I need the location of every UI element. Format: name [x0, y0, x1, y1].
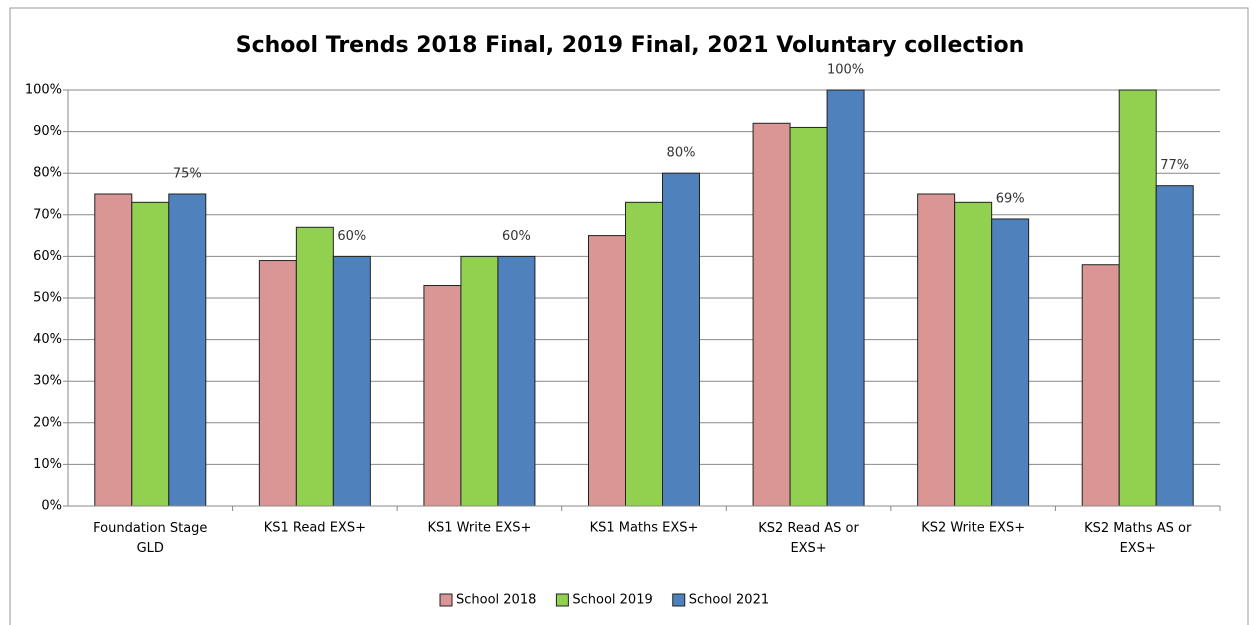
legend-swatch: [672, 593, 686, 607]
bar: [258, 260, 297, 507]
bar: [1155, 185, 1194, 507]
x-tick-label: KS2 Write EXS+: [921, 521, 1025, 536]
bar: [295, 226, 334, 507]
bar: [131, 201, 170, 507]
y-tick-label: 0%: [41, 499, 62, 514]
y-tick-label: 10%: [33, 457, 62, 472]
bar: [168, 193, 207, 507]
bar: [1118, 89, 1157, 507]
bar: [662, 172, 700, 507]
y-tick-label: 90%: [33, 124, 62, 139]
bar: [94, 193, 133, 507]
bar: [1081, 264, 1120, 507]
legend-label: School 2021: [689, 593, 769, 608]
x-tick-label: KS2 Read AS or EXS+: [758, 521, 859, 556]
legend-label: School 2018: [456, 593, 536, 608]
y-tick-label: 20%: [33, 415, 62, 430]
bar: [625, 201, 663, 507]
y-tick-label: 80%: [33, 166, 62, 181]
data-label: 75%: [173, 167, 202, 182]
data-label: 69%: [996, 191, 1025, 206]
bar: [460, 255, 499, 507]
y-tick-label: 50%: [33, 291, 62, 306]
data-label: 80%: [667, 146, 696, 161]
legend-swatch: [555, 593, 569, 607]
data-label: 77%: [1160, 158, 1189, 173]
x-tick-label: KS1 Maths EXS+: [590, 521, 699, 536]
x-tick-label: KS2 Maths AS or EXS+: [1084, 521, 1192, 556]
x-tick-label: Foundation Stage GLD: [93, 521, 207, 556]
chart-title: School Trends 2018 Final, 2019 Final, 20…: [236, 33, 1025, 58]
bar: [332, 255, 371, 507]
x-tick-label: KS1 Read EXS+: [264, 521, 366, 536]
y-tick-label: 40%: [33, 332, 62, 347]
x-tick-label: KS1 Write EXS+: [427, 521, 531, 536]
bar: [789, 126, 828, 507]
legend-label: School 2019: [572, 593, 652, 608]
legend-swatch: [439, 593, 453, 607]
bar: [497, 255, 536, 507]
bar: [991, 218, 1030, 507]
y-tick-label: 60%: [33, 249, 62, 264]
bar: [588, 235, 626, 507]
y-tick-label: 70%: [33, 207, 62, 222]
y-tick-label: 30%: [33, 374, 62, 389]
bar: [917, 193, 956, 507]
bar: [954, 201, 993, 507]
bar: [826, 89, 865, 507]
data-label: 60%: [337, 229, 366, 244]
bar: [423, 285, 462, 507]
data-label: 100%: [827, 63, 864, 78]
bar: [752, 122, 791, 507]
y-tick-label: 100%: [25, 83, 62, 98]
data-label: 60%: [502, 229, 531, 244]
